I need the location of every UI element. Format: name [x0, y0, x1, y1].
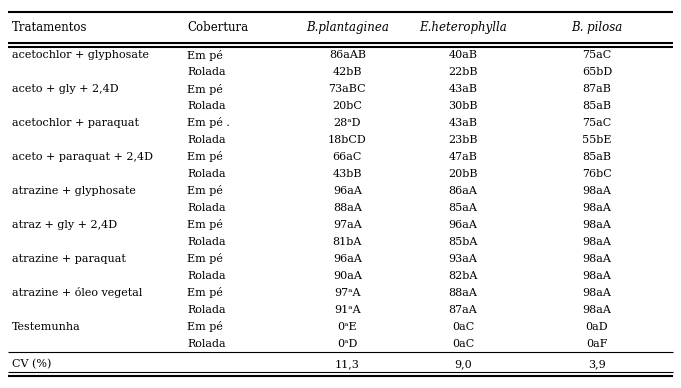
Text: 90aA: 90aA: [333, 271, 362, 281]
Text: 97ᵃA: 97ᵃA: [334, 288, 360, 298]
Text: 85aB: 85aB: [582, 152, 612, 162]
Text: 86aAB: 86aAB: [329, 50, 366, 60]
Text: Cobertura: Cobertura: [187, 21, 249, 34]
Text: 0ᵃE: 0ᵃE: [338, 322, 357, 332]
Text: Rolada: Rolada: [187, 101, 226, 111]
Text: 98aA: 98aA: [582, 271, 612, 281]
Text: 98aA: 98aA: [582, 254, 612, 264]
Text: Rolada: Rolada: [187, 271, 226, 281]
Text: 28ᵃD: 28ᵃD: [334, 118, 361, 128]
Text: atrazine + paraquat: atrazine + paraquat: [12, 254, 126, 264]
Text: 30bB: 30bB: [448, 101, 478, 111]
Text: 42bB: 42bB: [332, 67, 362, 77]
Text: 87aB: 87aB: [582, 84, 612, 94]
Text: Rolada: Rolada: [187, 169, 226, 179]
Text: 47aB: 47aB: [449, 152, 477, 162]
Text: 98aA: 98aA: [582, 203, 612, 213]
Text: 85aA: 85aA: [449, 203, 477, 213]
Text: Em pé: Em pé: [187, 288, 223, 298]
Text: Testemunha: Testemunha: [12, 322, 81, 332]
Text: 55bE: 55bE: [582, 135, 612, 145]
Text: 75aC: 75aC: [582, 50, 612, 60]
Text: 85aB: 85aB: [582, 101, 612, 111]
Text: Rolada: Rolada: [187, 135, 226, 145]
Text: 98aA: 98aA: [582, 186, 612, 196]
Text: acetochlor + glyphosate: acetochlor + glyphosate: [12, 50, 149, 60]
Text: Em pé: Em pé: [187, 50, 223, 61]
Text: 23bB: 23bB: [448, 135, 478, 145]
Text: 43bB: 43bB: [332, 169, 362, 179]
Text: 18bCD: 18bCD: [328, 135, 366, 145]
Text: 3,9: 3,9: [588, 359, 606, 369]
Text: Tratamentos: Tratamentos: [12, 21, 88, 34]
Text: 9,0: 9,0: [454, 359, 472, 369]
Text: Em pé: Em pé: [187, 185, 223, 196]
Text: 20bB: 20bB: [448, 169, 478, 179]
Text: 0aC: 0aC: [452, 322, 474, 332]
Text: 81bA: 81bA: [332, 237, 362, 247]
Text: 93aA: 93aA: [449, 254, 477, 264]
Text: 98aA: 98aA: [582, 288, 612, 298]
Text: atrazine + óleo vegetal: atrazine + óleo vegetal: [12, 288, 142, 298]
Text: B.plantaginea: B.plantaginea: [306, 21, 389, 34]
Text: acetochlor + paraquat: acetochlor + paraquat: [12, 118, 139, 128]
Text: 98aA: 98aA: [582, 305, 612, 315]
Text: 65bD: 65bD: [582, 67, 612, 77]
Text: CV (%): CV (%): [12, 359, 52, 369]
Text: 86aA: 86aA: [449, 186, 477, 196]
Text: 43aB: 43aB: [449, 84, 477, 94]
Text: Em pé: Em pé: [187, 321, 223, 333]
Text: 73aBC: 73aBC: [328, 84, 366, 94]
Text: 43aB: 43aB: [449, 118, 477, 128]
Text: 97aA: 97aA: [333, 220, 362, 230]
Text: 0aD: 0aD: [586, 322, 608, 332]
Text: atrazine + glyphosate: atrazine + glyphosate: [12, 186, 136, 196]
Text: Rolada: Rolada: [187, 67, 226, 77]
Text: Rolada: Rolada: [187, 305, 226, 315]
Text: 87aA: 87aA: [449, 305, 477, 315]
Text: 82bA: 82bA: [448, 271, 478, 281]
Text: 98aA: 98aA: [582, 220, 612, 230]
Text: Em pé .: Em pé .: [187, 118, 230, 128]
Text: 0aF: 0aF: [586, 339, 607, 349]
Text: 0aC: 0aC: [452, 339, 474, 349]
Text: 96aA: 96aA: [449, 220, 477, 230]
Text: 88aA: 88aA: [449, 288, 477, 298]
Text: 85bA: 85bA: [448, 237, 478, 247]
Text: 91ᵃA: 91ᵃA: [334, 305, 361, 315]
Text: aceto + paraquat + 2,4D: aceto + paraquat + 2,4D: [12, 152, 153, 162]
Text: 20bC: 20bC: [332, 101, 362, 111]
Text: E.heterophylla: E.heterophylla: [419, 21, 507, 34]
Text: 66aC: 66aC: [332, 152, 362, 162]
Text: 98aA: 98aA: [582, 237, 612, 247]
Text: Em pé: Em pé: [187, 83, 223, 95]
Text: Rolada: Rolada: [187, 339, 226, 349]
Text: 40aB: 40aB: [449, 50, 477, 60]
Text: Em pé: Em pé: [187, 219, 223, 230]
Text: aceto + gly + 2,4D: aceto + gly + 2,4D: [12, 84, 119, 94]
Text: 11,3: 11,3: [335, 359, 360, 369]
Text: 96aA: 96aA: [333, 254, 362, 264]
Text: Rolada: Rolada: [187, 237, 226, 247]
Text: 22bB: 22bB: [448, 67, 478, 77]
Text: B. pilosa: B. pilosa: [571, 21, 622, 34]
Text: Em pé: Em pé: [187, 253, 223, 264]
Text: Rolada: Rolada: [187, 203, 226, 213]
Text: 0ᵃD: 0ᵃD: [337, 339, 358, 349]
Text: atraz + gly + 2,4D: atraz + gly + 2,4D: [12, 220, 117, 230]
Text: Em pé: Em pé: [187, 151, 223, 163]
Text: 76bC: 76bC: [582, 169, 612, 179]
Text: 88aA: 88aA: [333, 203, 362, 213]
Text: 96aA: 96aA: [333, 186, 362, 196]
Text: 75aC: 75aC: [582, 118, 612, 128]
